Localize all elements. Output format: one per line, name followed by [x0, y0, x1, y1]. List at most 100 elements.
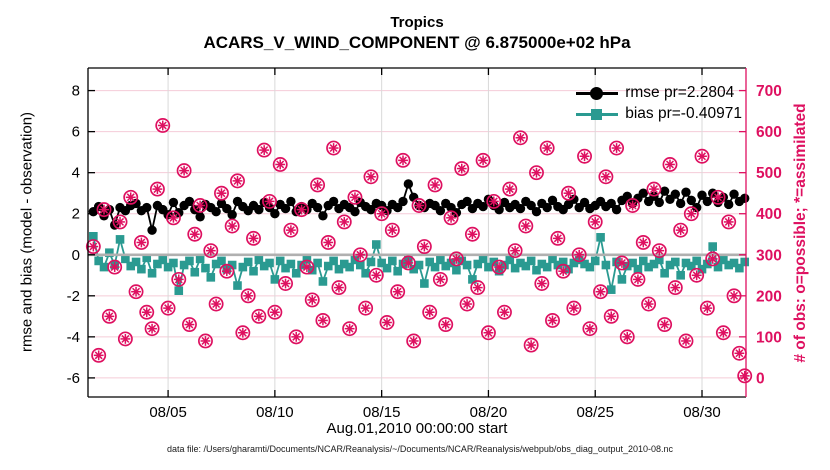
obs-marker: [710, 189, 726, 205]
obs-marker: [256, 142, 272, 158]
obs-marker: [251, 308, 267, 324]
y-left-tick-label: 4: [72, 165, 80, 182]
obs-marker: [224, 218, 240, 234]
obs-marker: [336, 214, 352, 230]
legend-item-bias: bias pr=-0.40971: [576, 105, 742, 123]
obs-marker: [331, 280, 347, 296]
obs-marker: [112, 214, 128, 230]
obs-marker: [593, 284, 609, 300]
data-file-caption: data file: /Users/gharamti/Documents/NCA…: [166, 444, 673, 454]
obs-marker: [694, 148, 710, 164]
obs-marker: [550, 230, 566, 246]
obs-marker: [107, 259, 123, 275]
y-left-tick-label: 0: [72, 247, 80, 264]
obs-marker: [641, 296, 657, 312]
obs-marker: [342, 321, 358, 337]
y-left-tick-label: -2: [67, 288, 80, 305]
obs-marker: [715, 325, 731, 341]
x-tick-labels: 08/05 08/10 08/15 08/20 08/25 08/30: [149, 404, 720, 421]
obs-marker: [443, 210, 459, 226]
obs-marker: [176, 163, 192, 179]
obs-marker: [315, 312, 331, 328]
y-left-tick-label: -6: [67, 370, 80, 387]
obs-marker: [683, 206, 699, 222]
obs-marker: [352, 247, 368, 263]
y-axis-label-right: # of obs: o=possible; *=assimilated: [792, 103, 809, 363]
obs-marker: [619, 329, 635, 345]
obs-marker: [160, 300, 176, 316]
obs-marker: [464, 226, 480, 242]
obs-marker: [91, 347, 107, 363]
obs-marker: [400, 255, 416, 271]
obs-marker: [416, 239, 432, 255]
x-axis-label: Aug.01,2010 00:00:00 start: [326, 420, 508, 437]
obs-marker: [192, 198, 208, 213]
obs-marker: [630, 271, 646, 287]
obs-marker: [582, 321, 598, 337]
obs-marker: [673, 222, 689, 238]
x-tick-label: 08/25: [576, 404, 614, 421]
obs-marker: [203, 243, 219, 259]
obs-marker: [85, 239, 101, 255]
legend: rmse pr=2.2804 bias pr=-0.40971: [576, 84, 742, 123]
y-right-tick-label: 100: [756, 329, 782, 346]
obs-marker: [480, 325, 496, 341]
obs-marker: [101, 308, 117, 324]
obs-marker: [230, 173, 245, 189]
obs-marker: [705, 251, 721, 267]
obs-marker: [198, 333, 213, 349]
obs-marker: [219, 263, 235, 279]
obs-marker: [448, 251, 464, 267]
chart-title: Tropics: [390, 14, 444, 31]
y-right-tick-label: 300: [756, 247, 782, 264]
x-tick-label: 08/15: [363, 404, 401, 421]
obs-marker: [139, 304, 155, 320]
obs-marker: [171, 271, 187, 287]
y-right-tick-label: 600: [756, 124, 782, 141]
obs-marker: [486, 193, 502, 209]
y-right-tick-label: 0: [756, 370, 765, 387]
obs-marker: [358, 300, 374, 316]
obs-marker: [689, 267, 705, 283]
legend-label-rmse: rmse pr=2.2804: [625, 84, 735, 101]
obs-marker: [518, 218, 534, 234]
obs-marker: [181, 317, 197, 333]
obs-marker: [384, 222, 400, 238]
obs-marker: [208, 296, 224, 312]
obs-marker: [726, 288, 742, 304]
axis-spines: [87, 67, 747, 398]
y-right-tick-labels: 700 600 500 400 300 200 100 0: [756, 83, 782, 387]
obs-marker: [294, 202, 310, 218]
obs-marker: [214, 185, 229, 201]
y-left-tick-label: -4: [67, 329, 80, 346]
obs-marker: [432, 271, 448, 287]
obs-marker: [699, 300, 715, 316]
obs-marker: [283, 222, 299, 238]
obs-marker: [646, 181, 662, 197]
x-tick-label: 08/30: [683, 404, 721, 421]
obs-marker: [235, 325, 251, 341]
y-right-tick-label: 400: [756, 206, 782, 223]
axis-ticks: [88, 68, 746, 397]
y-left-tick-label: 8: [72, 83, 80, 100]
y-right-tick-label: 700: [756, 83, 782, 100]
obs-marker: [267, 304, 283, 320]
y-axis-label-left: rmse and bias (model - observation): [18, 111, 36, 353]
obs-marker: [117, 331, 133, 347]
obs-marker: [587, 214, 603, 230]
obs-marker: [737, 368, 753, 384]
obs-marker: [657, 317, 673, 333]
obs-marker: [561, 185, 576, 201]
obs-marker: [246, 230, 261, 246]
y-left-tick-label: 2: [72, 206, 80, 223]
y-left-tick-label: 6: [72, 124, 80, 141]
bias-line-marker-icon: [576, 107, 619, 122]
obs-marker: [304, 292, 320, 308]
obs-series: [85, 118, 753, 384]
obs-marker: [459, 296, 475, 312]
y-right-tick-label: 500: [756, 165, 782, 182]
obs-marker: [144, 321, 160, 337]
obs-marker: [240, 288, 256, 304]
obs-marker: [438, 317, 454, 333]
